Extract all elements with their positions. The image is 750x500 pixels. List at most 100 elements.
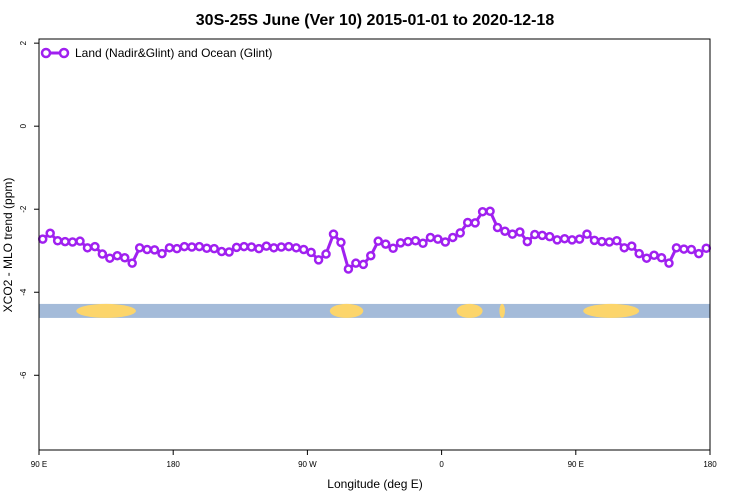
- data-point: [82, 243, 93, 253]
- legend-marker-left: [40, 47, 52, 59]
- data-point: [515, 227, 525, 237]
- data-point: [418, 238, 428, 249]
- data-point: [306, 247, 316, 258]
- data-point: [574, 234, 585, 244]
- data-point: [664, 258, 674, 268]
- data-point: [45, 228, 55, 239]
- data-point: [403, 236, 413, 247]
- y-tick-label: 2: [19, 40, 28, 45]
- legend: Land (Nadir&Glint) and Ocean (Glint): [40, 46, 272, 60]
- data-point: [291, 243, 301, 253]
- data-point: [351, 258, 361, 268]
- data-point: [97, 249, 108, 259]
- data-point: [336, 237, 346, 248]
- data-point: [142, 244, 152, 255]
- data-point: [589, 235, 600, 246]
- y-tick-label: -4: [19, 288, 28, 296]
- plot-frame: [38, 38, 711, 451]
- data-point: [448, 232, 458, 243]
- x-tick-label: 90 E: [568, 460, 584, 469]
- data-point: [477, 206, 488, 217]
- data-point: [567, 235, 577, 245]
- data-point: [149, 245, 160, 255]
- data-point: [694, 248, 704, 259]
- land-band-segment: [456, 303, 483, 318]
- data-point: [537, 230, 547, 241]
- data-point: [127, 258, 137, 268]
- data-point: [507, 229, 518, 239]
- data-point: [254, 243, 264, 254]
- data-point: [202, 243, 212, 253]
- data-point: [410, 236, 421, 246]
- data-point: [157, 248, 167, 259]
- data-point: [246, 242, 257, 252]
- data-point: [209, 243, 219, 254]
- data-point: [559, 233, 570, 244]
- data-point: [60, 236, 70, 247]
- data-point: [90, 241, 100, 252]
- data-point: [500, 226, 510, 236]
- legend-marker-right: [58, 47, 70, 59]
- data-point: [597, 236, 607, 247]
- data-point: [395, 238, 406, 248]
- data-point: [224, 247, 234, 257]
- data-point: [626, 241, 637, 251]
- data-point: [373, 236, 383, 246]
- x-axis: 90 E 180 90 W 0 90 E 180: [31, 450, 717, 469]
- data-point: [112, 250, 123, 261]
- data-point: [366, 250, 376, 261]
- data-point: [641, 253, 652, 263]
- data-point: [671, 243, 682, 253]
- data-point: [239, 241, 249, 252]
- y-tick-label: -2: [19, 205, 28, 213]
- y-tick-label: 0: [19, 123, 28, 128]
- land-band-segment: [499, 303, 505, 318]
- data-point: [425, 232, 436, 243]
- data-point: [530, 229, 540, 240]
- data-point: [284, 241, 294, 252]
- data-point: [358, 259, 369, 270]
- data-point: [194, 241, 205, 252]
- data-point: [172, 243, 182, 254]
- data-point: [67, 237, 78, 247]
- data-point: [679, 244, 689, 254]
- ocean-band: [39, 303, 710, 318]
- y-axis-label: XCO2 - MLO trend (ppm): [1, 178, 15, 313]
- chart-title: 30S-25S June (Ver 10) 2015-01-01 to 2020…: [196, 12, 555, 29]
- data-point: [179, 241, 190, 252]
- data-point: [187, 242, 197, 252]
- data-point: [231, 242, 242, 253]
- series-layer: [37, 206, 712, 274]
- data-point: [298, 244, 309, 255]
- data-point: [552, 235, 562, 245]
- x-tick-label: 90 E: [31, 460, 47, 469]
- data-point: [649, 250, 659, 261]
- data-point: [634, 248, 644, 259]
- data-point: [328, 229, 339, 239]
- data-point: [619, 243, 630, 253]
- data-point: [612, 236, 622, 246]
- data-point: [343, 264, 354, 274]
- data-point: [470, 218, 480, 228]
- y-tick-label: -6: [19, 371, 28, 379]
- surface-band: [39, 303, 710, 318]
- data-point: [134, 243, 145, 253]
- data-point: [686, 244, 697, 255]
- data-point: [75, 236, 85, 246]
- data-point: [261, 241, 272, 251]
- data-point: [455, 228, 465, 238]
- x-tick-label: 180: [167, 460, 181, 469]
- data-point: [269, 243, 279, 253]
- x-tick-label: 0: [439, 460, 444, 469]
- data-point: [492, 222, 503, 233]
- legend-entry-label: Land (Nadir&Glint) and Ocean (Glint): [75, 46, 272, 60]
- data-point: [380, 239, 391, 249]
- data-point: [462, 217, 473, 228]
- data-point: [433, 234, 443, 244]
- data-point: [321, 249, 331, 259]
- data-point: [105, 253, 115, 263]
- x-axis-label: Longitude (deg E): [327, 477, 422, 491]
- data-point: [701, 243, 712, 253]
- land-band-segment: [76, 303, 136, 318]
